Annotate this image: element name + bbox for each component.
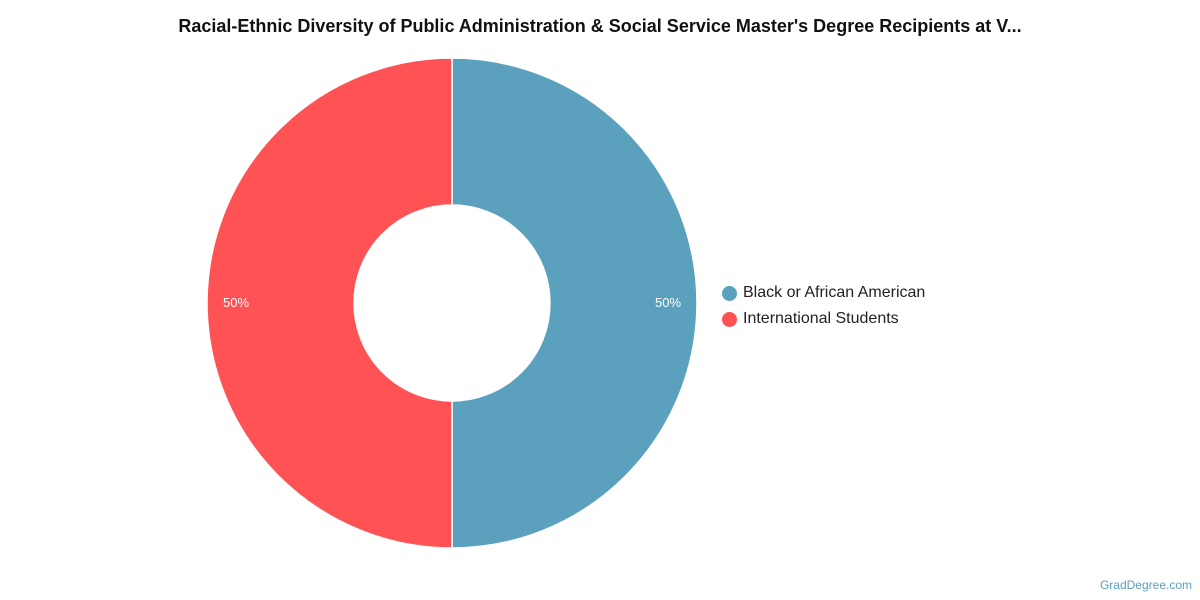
donut-slice-black-or-african-american[interactable] xyxy=(451,57,698,549)
slice-value-label: 50% xyxy=(223,295,249,310)
donut-slice-international-students[interactable] xyxy=(206,57,453,549)
source-credit: GradDegree.com xyxy=(1099,578,1192,592)
chart-title: Racial-Ethnic Diversity of Public Admini… xyxy=(178,16,1022,36)
donut-slice-labels: 50% 50% xyxy=(223,295,681,310)
legend-label: International Students xyxy=(743,310,899,327)
legend-item-black-or-african-american[interactable]: Black or African American xyxy=(722,280,925,306)
legend-item-international-students[interactable]: International Students xyxy=(722,306,925,332)
chart-legend: Black or African American International … xyxy=(722,280,925,332)
donut-slices xyxy=(206,57,698,549)
slice-value-label: 50% xyxy=(655,295,681,310)
legend-swatch-international-students xyxy=(722,311,737,327)
legend-swatch-black-or-african-american xyxy=(722,285,737,301)
legend-label: Black or African American xyxy=(743,284,926,301)
